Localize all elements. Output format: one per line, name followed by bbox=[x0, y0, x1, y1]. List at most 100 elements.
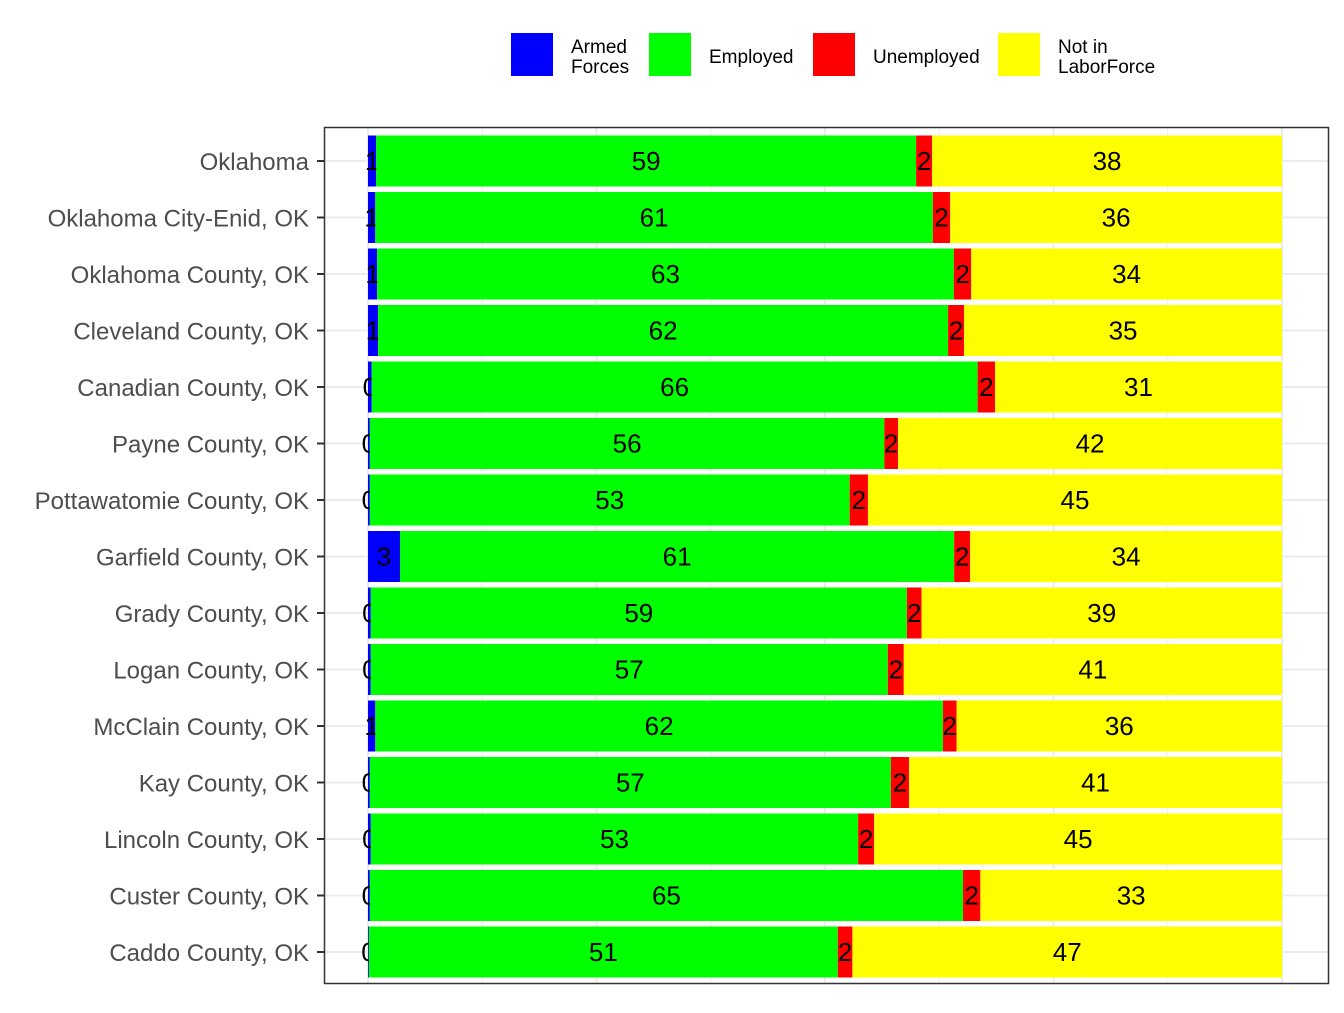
data-label: 56 bbox=[613, 429, 642, 459]
bar-segment bbox=[921, 587, 1282, 639]
bar-segment bbox=[369, 757, 891, 808]
legend-swatch bbox=[813, 33, 855, 76]
bar-segment bbox=[370, 813, 859, 865]
y-tick-label: McClain County, OK bbox=[93, 714, 309, 741]
data-label: 2 bbox=[884, 429, 898, 459]
bar-segment bbox=[377, 248, 954, 300]
bar-segment bbox=[954, 531, 971, 582]
data-label: 1 bbox=[365, 259, 379, 289]
bar-segment bbox=[368, 135, 377, 187]
bar-segment bbox=[368, 587, 371, 639]
bar-segment bbox=[368, 757, 370, 808]
bar-segment bbox=[932, 192, 951, 243]
data-label: 62 bbox=[645, 711, 674, 741]
data-label: 33 bbox=[1117, 881, 1146, 911]
data-label: 2 bbox=[949, 316, 963, 346]
data-label: 35 bbox=[1109, 316, 1138, 346]
y-tick-label: Garfield County, OK bbox=[96, 545, 309, 572]
bar-segment bbox=[932, 135, 1282, 187]
bar-segment bbox=[368, 248, 378, 300]
data-label: 2 bbox=[889, 655, 903, 685]
bar-segment bbox=[368, 926, 369, 978]
y-tick-label: Pottawatomie County, OK bbox=[35, 488, 309, 515]
y-tick-label: Lincoln County, OK bbox=[104, 827, 309, 854]
bar-segment bbox=[400, 531, 955, 582]
bar-segment bbox=[898, 418, 1282, 469]
data-label: 2 bbox=[955, 259, 969, 289]
data-label: 42 bbox=[1076, 429, 1105, 459]
bars: 1 59 2 381 61 2 361 63 2 341 62 2 350 66 2 310 56 2 420 53 2… bbox=[361, 135, 1282, 978]
data-label: 61 bbox=[640, 203, 669, 233]
data-label: 62 bbox=[649, 316, 678, 346]
bar-segment bbox=[977, 361, 996, 413]
data-label: 2 bbox=[979, 372, 993, 402]
data-label: 41 bbox=[1081, 768, 1110, 798]
y-tick-label: Custer County, OK bbox=[109, 884, 309, 911]
bar-segment bbox=[942, 700, 957, 752]
bar-segment bbox=[370, 587, 907, 639]
bar-segment bbox=[971, 248, 1282, 300]
bar-segment bbox=[368, 418, 370, 469]
bar-segment bbox=[837, 926, 853, 978]
bar-segment bbox=[368, 305, 379, 356]
y-tick-label: Cleveland County, OK bbox=[73, 319, 309, 346]
bar-segment bbox=[368, 192, 376, 243]
bar-segment bbox=[874, 813, 1282, 865]
bar-segment bbox=[909, 757, 1282, 808]
bar-segment bbox=[916, 135, 933, 187]
y-tick-label: Caddo County, OK bbox=[109, 940, 309, 967]
data-label: 2 bbox=[907, 598, 921, 628]
data-label: 57 bbox=[615, 655, 644, 685]
legend-label: Not in LaborForce bbox=[1058, 37, 1155, 78]
data-label: 1 bbox=[365, 146, 379, 176]
bar-segment bbox=[953, 248, 972, 300]
bar-segment bbox=[849, 474, 868, 526]
legend-label: Employed bbox=[709, 47, 794, 68]
data-label: 36 bbox=[1102, 203, 1131, 233]
bar-segment bbox=[375, 192, 933, 243]
bar-segment bbox=[963, 870, 981, 921]
data-label: 51 bbox=[589, 937, 618, 967]
bar-segment bbox=[858, 813, 875, 865]
data-label: 65 bbox=[652, 881, 681, 911]
bar-segment bbox=[376, 135, 917, 187]
data-label: 2 bbox=[943, 711, 957, 741]
bar-segment bbox=[867, 474, 1282, 526]
data-label: 47 bbox=[1053, 937, 1082, 967]
data-label: 31 bbox=[1124, 372, 1153, 402]
data-label: 2 bbox=[917, 146, 931, 176]
data-label: 61 bbox=[663, 542, 692, 572]
bar-segment bbox=[368, 531, 401, 582]
data-label: 34 bbox=[1112, 259, 1141, 289]
data-label: 2 bbox=[893, 768, 907, 798]
bar-segment bbox=[948, 305, 965, 356]
data-label: 34 bbox=[1112, 542, 1141, 572]
bar-segment bbox=[375, 700, 943, 752]
data-label: 45 bbox=[1064, 824, 1093, 854]
y-tick-label: Oklahoma bbox=[200, 149, 310, 176]
data-label: 66 bbox=[660, 372, 689, 402]
data-label: 41 bbox=[1078, 655, 1107, 685]
bar-segment bbox=[368, 474, 370, 526]
bar-segment bbox=[378, 305, 949, 356]
bar-segment bbox=[970, 531, 1282, 582]
bar-segment bbox=[368, 700, 376, 752]
y-axis: Oklahoma Oklahoma City-Enid, OK Oklahoma C… bbox=[35, 149, 324, 967]
data-label: 57 bbox=[616, 768, 645, 798]
data-label: 45 bbox=[1061, 485, 1090, 515]
y-tick-label: Oklahoma City-Enid, OK bbox=[48, 206, 309, 233]
data-label: 2 bbox=[852, 485, 866, 515]
bar-segment bbox=[852, 926, 1282, 978]
bar-segment bbox=[956, 700, 1282, 752]
bar-segment bbox=[368, 361, 372, 413]
bar-segment bbox=[890, 757, 910, 808]
legend-swatch bbox=[649, 33, 691, 76]
bar-segment bbox=[884, 418, 899, 469]
data-label: 2 bbox=[838, 937, 852, 967]
bar-segment bbox=[369, 418, 885, 469]
legend-label: Armed Forces bbox=[571, 37, 629, 78]
bar-segment bbox=[950, 192, 1282, 243]
data-label: 2 bbox=[964, 881, 978, 911]
legend-swatch bbox=[998, 33, 1040, 76]
